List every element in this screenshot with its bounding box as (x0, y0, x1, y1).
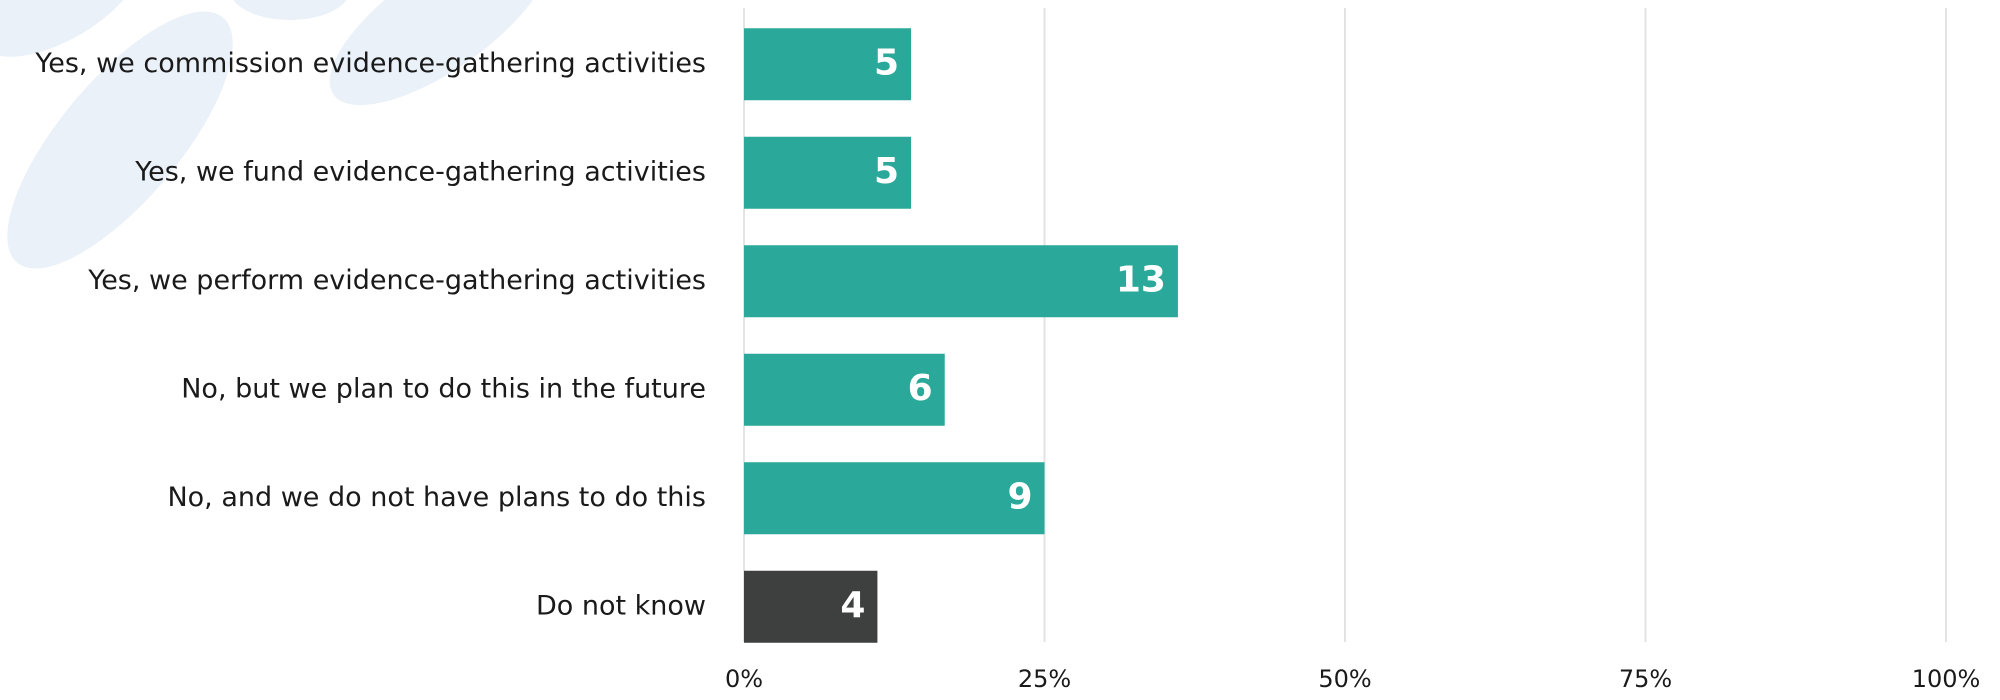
category-label: No, but we plan to do this in the future (181, 373, 706, 404)
x-tick-label: 0% (725, 665, 763, 693)
bar (744, 245, 1178, 318)
bar (744, 353, 945, 426)
value-label: 4 (840, 585, 865, 626)
bar (744, 136, 912, 209)
category-label: Do not know (536, 590, 706, 621)
labels: 0% 25% 50% 75% 100% Yes, we commission eviden… (34, 42, 1980, 693)
leaf (233, 0, 347, 20)
bar (744, 570, 878, 643)
category-label: Yes, we commission evidence-gathering ac… (34, 48, 706, 79)
category-label: Yes, we perform evidence-gathering activ… (87, 265, 706, 296)
bar (744, 28, 912, 101)
leaf (0, 0, 141, 57)
bar (744, 462, 1045, 535)
value-label: 13 (1116, 259, 1166, 300)
grid (743, 8, 1947, 642)
leaf (7, 11, 233, 269)
x-tick-label: 75% (1619, 665, 1672, 693)
category-label: No, and we do not have plans to do this (167, 482, 706, 513)
value-label: 9 (1007, 476, 1032, 517)
x-tick-label: 25% (1018, 665, 1071, 693)
x-tick-label: 100% (1912, 665, 1981, 693)
x-tick-label: 50% (1318, 665, 1371, 693)
value-label: 5 (874, 151, 899, 192)
background-decoration (0, 0, 551, 269)
category-label: Yes, we fund evidence-gathering activiti… (134, 156, 706, 187)
bars (744, 28, 1178, 643)
leaf (329, 0, 551, 106)
value-label: 6 (908, 368, 933, 409)
value-label: 5 (874, 42, 899, 83)
